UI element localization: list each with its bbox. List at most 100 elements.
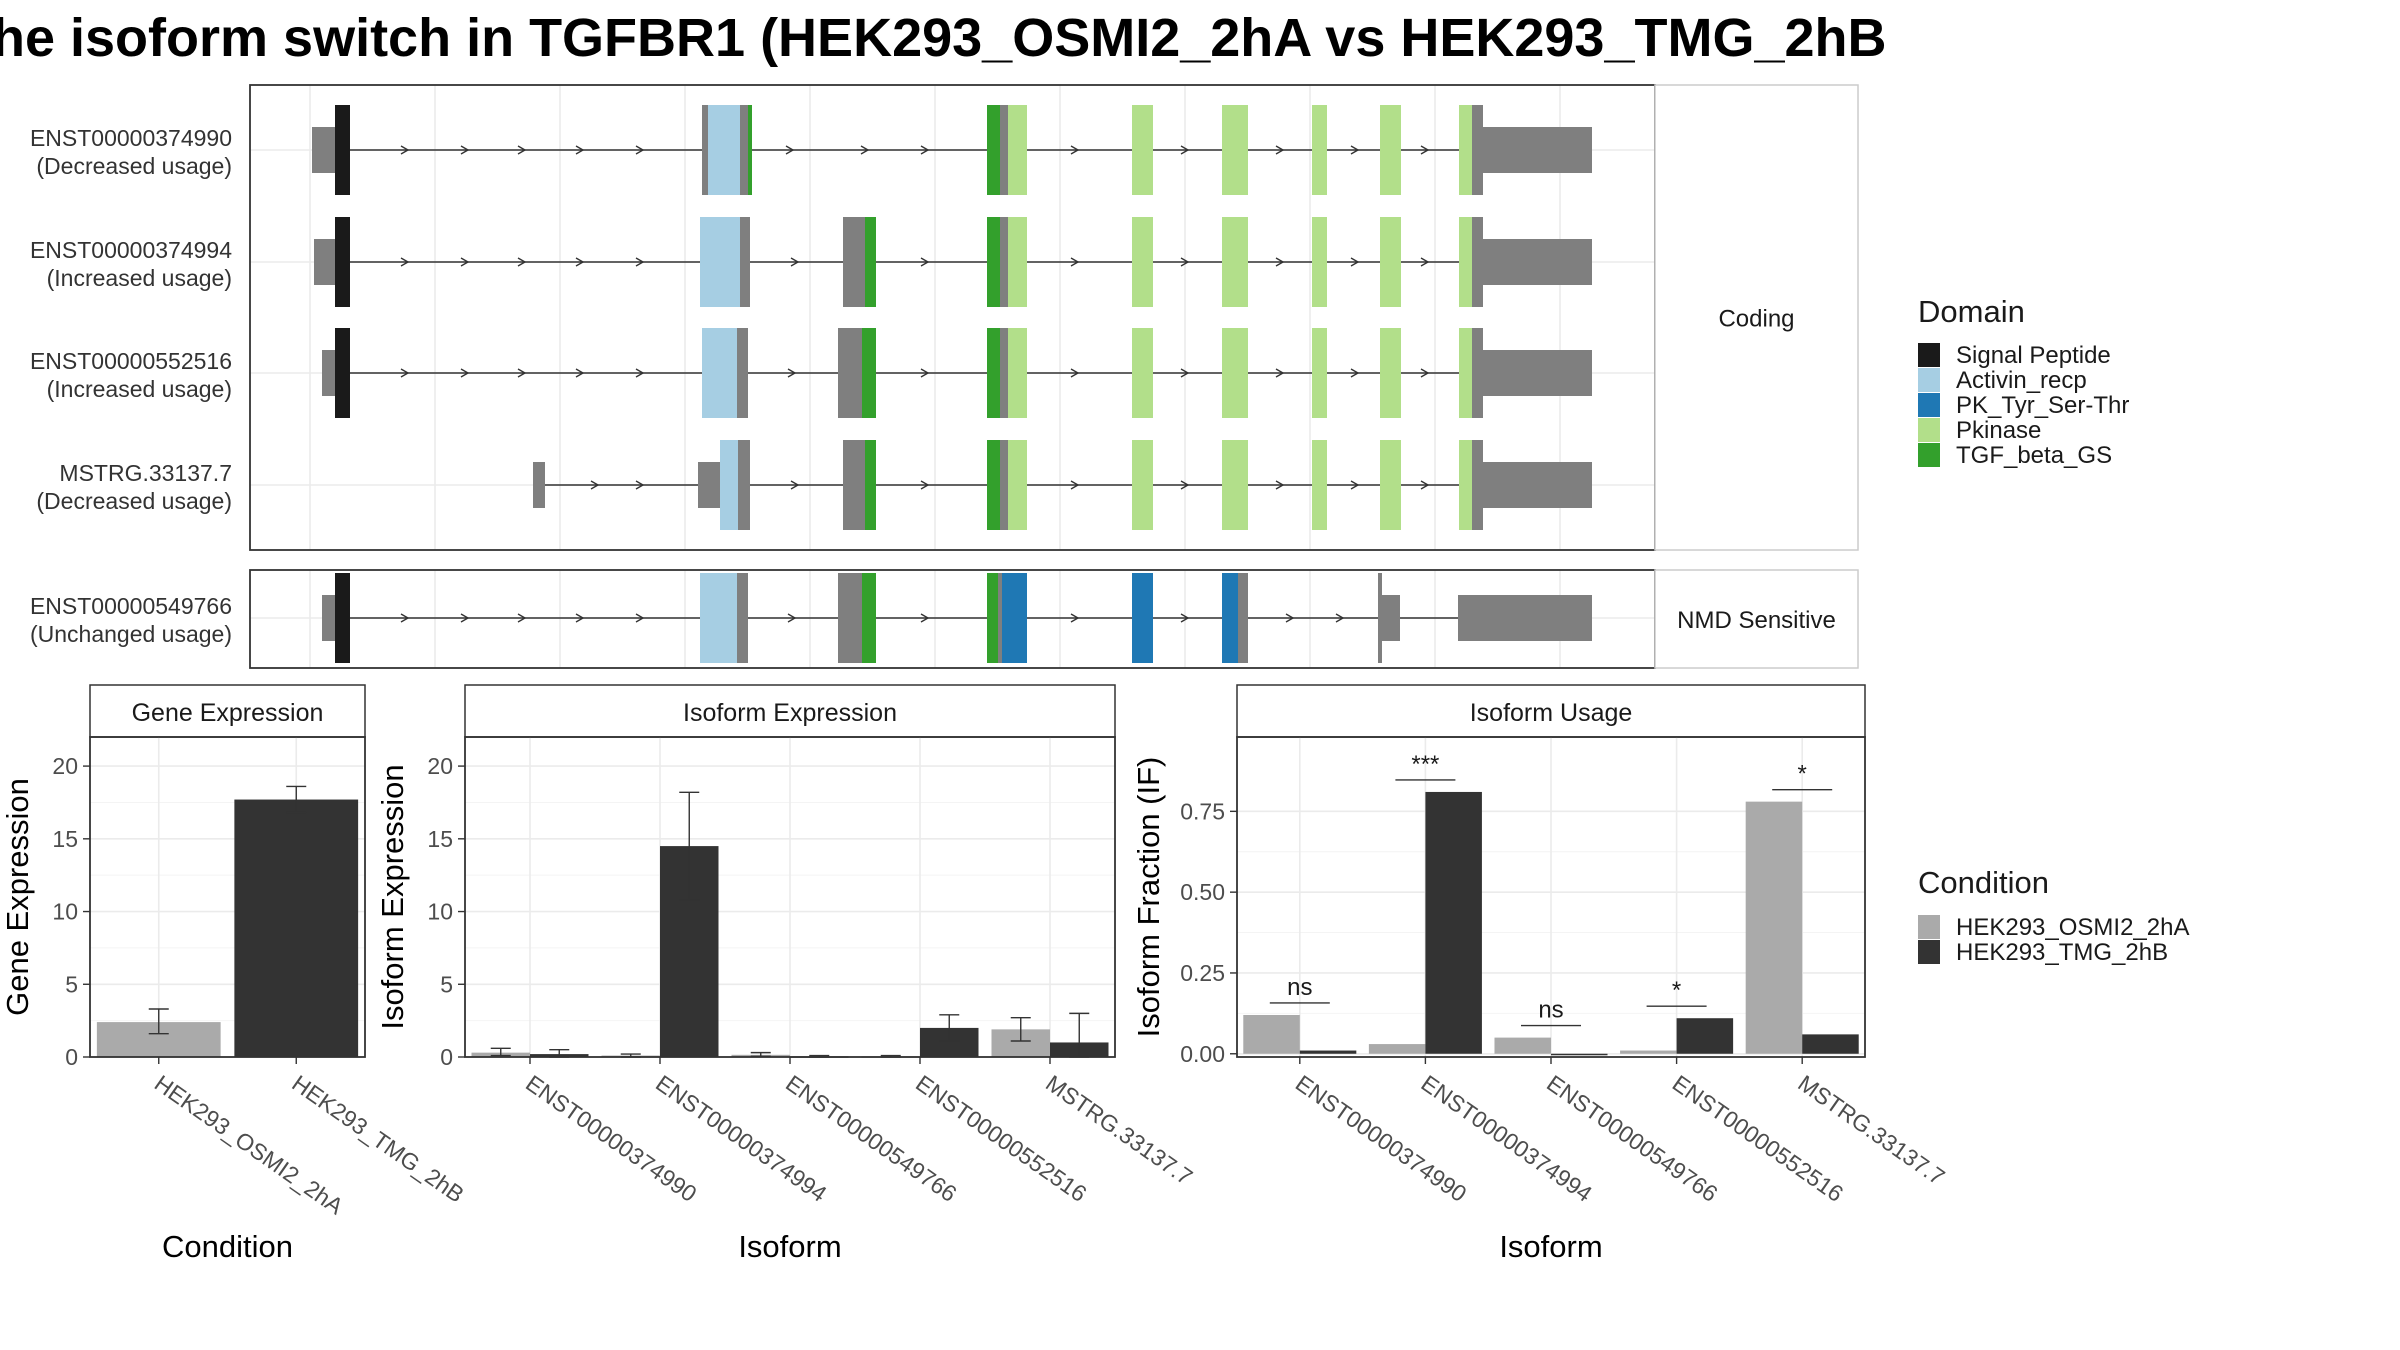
direction-arrow [790, 480, 800, 490]
coding-exon [1132, 573, 1153, 663]
y-tick-label: 5 [65, 971, 78, 997]
significance-label: ns [1538, 997, 1563, 1024]
direction-arrow [1180, 257, 1190, 267]
direction-arrow [1350, 145, 1360, 155]
coding-exon [702, 328, 737, 418]
domain-legend-item: TGF_beta_GS [1918, 442, 2112, 469]
transcript-id-label: ENST00000374994 [30, 237, 232, 263]
direction-arrow [860, 145, 870, 155]
transcript-usage-label: (Decreased usage) [36, 153, 232, 179]
panel-border [249, 84, 1656, 551]
direction-arrow [1275, 368, 1285, 378]
direction-arrow [1180, 368, 1190, 378]
direction-arrow [1420, 480, 1430, 490]
y-tick-label: 10 [52, 899, 78, 925]
y-tick-label: 0.00 [1180, 1041, 1225, 1067]
coding-exon [740, 217, 750, 307]
y-tick-label: 15 [52, 826, 78, 852]
coding-exon [1008, 440, 1027, 530]
transcript-id-label: ENST00000552516 [30, 348, 232, 374]
condition-legend-swatch [1918, 915, 1940, 939]
domain-legend-label: Signal Peptide [1956, 342, 2111, 369]
direction-arrow [1275, 257, 1285, 267]
utr-exon [314, 239, 336, 285]
transcript-usage-label: (Increased usage) [47, 376, 232, 402]
coding-exon [1472, 105, 1483, 195]
direction-arrow [1180, 145, 1190, 155]
structure-panel-1: NMD Sensitive [249, 569, 1859, 669]
coding-exon [702, 105, 708, 195]
direction-arrow [400, 613, 410, 623]
coding-exon [1132, 217, 1153, 307]
coding-exon [738, 440, 750, 530]
coding-exon [1312, 105, 1327, 195]
direction-arrow [635, 368, 645, 378]
domain-legend-item: Pkinase [1918, 417, 2041, 444]
coding-exon [843, 440, 865, 530]
y-tick-label: 20 [52, 753, 78, 779]
domain-legend-label: Activin_recp [1956, 367, 2087, 394]
significance-label: * [1798, 761, 1807, 788]
y-tick-label: 0 [440, 1044, 453, 1070]
nmd-strip-label: NMD Sensitive [1677, 607, 1836, 634]
coding-exon [1222, 328, 1248, 418]
coding-exon [1238, 573, 1248, 663]
legends: Domain Signal PeptideActivin_recpPK_Tyr_S… [1918, 294, 2189, 966]
coding-exon [737, 328, 748, 418]
coding-exon [700, 573, 737, 663]
direction-arrow [1420, 257, 1430, 267]
domain-legend-label: Pkinase [1956, 417, 2041, 444]
coding-exon [1312, 217, 1327, 307]
utr-exon [1483, 127, 1592, 173]
direction-arrow [635, 613, 645, 623]
coding-exon [1132, 328, 1153, 418]
coding-exon [700, 217, 740, 307]
direction-arrow [1420, 368, 1430, 378]
condition-legend-item: HEK293_OSMI2_2hA [1918, 914, 2189, 941]
coding-exon [1380, 217, 1401, 307]
bar [1243, 1014, 1300, 1054]
coding-exon [1312, 440, 1327, 530]
bar [1802, 1034, 1859, 1054]
direction-arrow [920, 145, 930, 155]
chart-title: Isoform Expression [683, 699, 897, 727]
chart-title: Isoform Usage [1470, 699, 1633, 727]
utr-exon [322, 595, 336, 641]
coding-exon [748, 105, 752, 195]
y-axis-title: Isoform Expression [375, 764, 410, 1029]
direction-arrow [787, 613, 797, 623]
y-tick-label: 10 [427, 899, 453, 925]
coding-exon [1008, 217, 1027, 307]
direction-arrow [1070, 480, 1080, 490]
direction-arrow [460, 613, 470, 623]
transcript-ENST00000549766: ENST00000549766(Unchanged usage) [30, 573, 1592, 663]
transcript-usage-label: (Unchanged usage) [30, 621, 232, 647]
y-tick-label: 0.25 [1180, 960, 1225, 986]
bar [1676, 1018, 1734, 1054]
direction-arrow [460, 257, 470, 267]
transcript-id-label: MSTRG.33137.7 [59, 460, 232, 486]
chart-border [89, 736, 366, 1058]
direction-arrow [590, 480, 600, 490]
x-axis-title: Isoform [738, 1229, 841, 1264]
coding-strip [1654, 84, 1859, 551]
coding-exon [1459, 105, 1472, 195]
condition-legend-title: Condition [1918, 865, 2049, 900]
direction-arrow [460, 145, 470, 155]
direction-arrow [635, 145, 645, 155]
condition-legend-label: HEK293_TMG_2hB [1956, 939, 2168, 966]
direction-arrow [517, 145, 527, 155]
direction-arrow [1335, 613, 1345, 623]
coding-exon [1132, 105, 1153, 195]
chart-strip [1236, 684, 1866, 738]
chart-title: Gene Expression [132, 699, 324, 727]
direction-arrow [460, 368, 470, 378]
utr-exon [1382, 595, 1400, 641]
coding-exon [1222, 105, 1248, 195]
transcript-MSTRG.33137.7: MSTRG.33137.7(Decreased usage) [36, 440, 1592, 530]
direction-arrow [920, 368, 930, 378]
y-tick-label: 20 [427, 753, 453, 779]
direction-arrow [575, 368, 585, 378]
significance-label: ns [1287, 974, 1312, 1001]
